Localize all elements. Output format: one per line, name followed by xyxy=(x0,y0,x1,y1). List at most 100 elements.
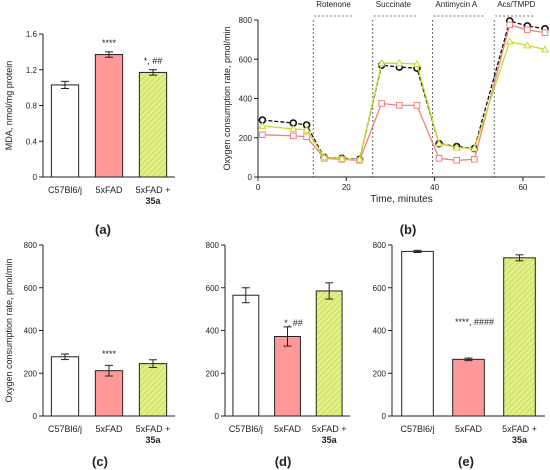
panel-d-x-tick-label: C57Bl6/j xyxy=(229,424,263,434)
panel-c-x-tick-label: 5xFAD xyxy=(95,424,123,434)
panel-b-x-tick-label: 40 xyxy=(430,183,439,192)
panel-b-point xyxy=(290,132,297,140)
panel-b-point xyxy=(302,125,311,133)
panel-c-bar xyxy=(138,363,168,417)
panel-b-point xyxy=(470,144,479,152)
panel-a-y-tick-label: 0.4 xyxy=(26,137,38,146)
panel-b-point xyxy=(258,121,267,129)
panel-e-bar xyxy=(503,257,536,417)
panel-a-x-tick-label: 5xFAD xyxy=(95,185,123,195)
panel-b-point xyxy=(505,37,514,45)
panel-b-point xyxy=(453,157,460,164)
panel-b-x-tick-label: 20 xyxy=(342,183,351,192)
panel-e-y-tick-label: 400 xyxy=(373,327,387,336)
panel-b-point xyxy=(395,58,404,67)
panel-b-point xyxy=(337,154,346,162)
panel-e-x-tick-label: 35a xyxy=(512,435,528,445)
panel-b-series-line xyxy=(262,40,546,161)
panel-d-y-tick-label: 0 xyxy=(215,412,220,421)
panel-e-bar xyxy=(401,250,434,417)
panel-e-y-tick-label: 200 xyxy=(373,369,387,378)
panel-a-significance-label: **** xyxy=(102,38,117,48)
panel-e-y-tick-label: 0 xyxy=(382,412,387,421)
panel-c-y-tick-label: 600 xyxy=(24,284,38,293)
panel-d-x-tick-label: 5xFAD xyxy=(274,424,302,434)
panel-c-significance-label: **** xyxy=(102,349,117,359)
panel-tag-c: (c) xyxy=(92,454,108,469)
panel-tag-a: (a) xyxy=(95,222,111,237)
panel-a-bar xyxy=(138,71,168,178)
panel-b-point xyxy=(289,124,298,132)
panel-d-significance-label: *, ## xyxy=(284,318,303,328)
panel-a-y-tick-label: 0.8 xyxy=(26,102,38,111)
panel-b-point xyxy=(434,139,444,147)
panel-b-point xyxy=(259,131,266,139)
panel-b-y-axis-title: Oxygen consumption rate, pmol/min xyxy=(222,26,232,170)
panel-c-bar xyxy=(94,370,124,417)
panel-a-bar xyxy=(94,54,124,178)
panel-e-significance-label: ****, #### xyxy=(455,317,494,327)
panel-tag-d: (d) xyxy=(275,454,292,469)
panel-d-bar xyxy=(274,335,301,417)
panel-b-point xyxy=(412,59,422,68)
panel-b-point xyxy=(541,29,549,37)
panel-tag-b: (b) xyxy=(400,222,417,237)
panel-e-y-tick-label: 800 xyxy=(373,241,387,250)
panel-b-point xyxy=(395,102,403,109)
panel-b-x-axis-title: Time, minutes xyxy=(370,194,432,205)
panel-d-y-tick-label: 400 xyxy=(206,327,220,336)
panel-b-x-tick-label: 60 xyxy=(518,183,527,192)
panel-b-point xyxy=(471,156,478,163)
panel-tag-e: (e) xyxy=(458,454,474,469)
panel-d-y-tick-label: 800 xyxy=(206,241,220,250)
panel-c-y-tick-label: 0 xyxy=(33,412,38,421)
panel-b-point xyxy=(435,155,443,162)
panel-b-point xyxy=(523,41,532,49)
panel-e-x-tick-label: 5xFAD xyxy=(455,424,483,434)
panel-b-y-tick-label: 400 xyxy=(239,95,253,104)
panel-a-y-tick-label: 1.6 xyxy=(26,30,38,39)
panel-d-y-tick-label: 200 xyxy=(206,369,220,378)
panel-b-point xyxy=(303,133,310,141)
panel-b-point xyxy=(540,45,550,53)
panel-b-point xyxy=(413,102,421,109)
panel-d-bar xyxy=(315,290,343,417)
panel-a-x-tick-label: 5xFAD + xyxy=(136,185,171,195)
panel-e-y-tick-label: 600 xyxy=(373,284,387,293)
panel-a-y-axis-title: MDA, nmol/mg protein xyxy=(4,61,14,151)
panel-b-point xyxy=(320,153,329,161)
panel-c-x-tick-label: 35a xyxy=(145,435,161,445)
panel-b-injection-label: Succinate xyxy=(376,0,412,9)
panel-b-point xyxy=(452,143,461,151)
panel-d-x-tick-label: 5xFAD + xyxy=(312,424,347,434)
panel-b-x-tick-label: 0 xyxy=(256,183,261,192)
panel-a-significance-label: *, ## xyxy=(144,56,163,66)
panel-a-bar xyxy=(50,84,80,178)
panel-b-y-tick-label: 0 xyxy=(248,173,253,182)
panel-b-injection-label: Rotenone xyxy=(316,0,351,9)
panel-b-y-tick-label: 600 xyxy=(239,55,253,64)
panel-c-y-tick-label: 400 xyxy=(24,327,38,336)
panel-b-point xyxy=(506,21,513,29)
panel-d-x-tick-label: 35a xyxy=(322,435,338,445)
panel-b-point xyxy=(378,100,385,107)
panel-e-bar xyxy=(452,358,485,417)
panel-b-point xyxy=(377,58,386,67)
panel-a-x-tick-label: 35a xyxy=(145,196,161,206)
panel-d-bar xyxy=(232,294,260,417)
panel-b-y-tick-label: 800 xyxy=(239,16,253,25)
panel-a-x-tick-label: C57Bl6/j xyxy=(48,185,82,195)
panel-e-x-tick-label: 5xFAD + xyxy=(502,424,537,434)
panel-b-injection-label: Acs/TMPD xyxy=(497,0,535,9)
panel-c-y-tick-label: 200 xyxy=(24,369,38,378)
panel-d-y-tick-label: 600 xyxy=(206,284,220,293)
panel-c-y-tick-label: 800 xyxy=(24,241,38,250)
panel-c-x-tick-label: C57Bl6/j xyxy=(48,424,82,434)
panel-b-injection-label: Antimycin A xyxy=(435,0,477,9)
panel-a-y-tick-label: 0 xyxy=(33,173,38,182)
panel-e-x-tick-label: C57Bl6/j xyxy=(400,424,434,434)
panel-c-y-axis-title: Oxygen consumption rate, pmol/min xyxy=(4,258,14,402)
panel-b-y-tick-label: 200 xyxy=(239,134,253,143)
panel-b-point xyxy=(355,155,364,163)
